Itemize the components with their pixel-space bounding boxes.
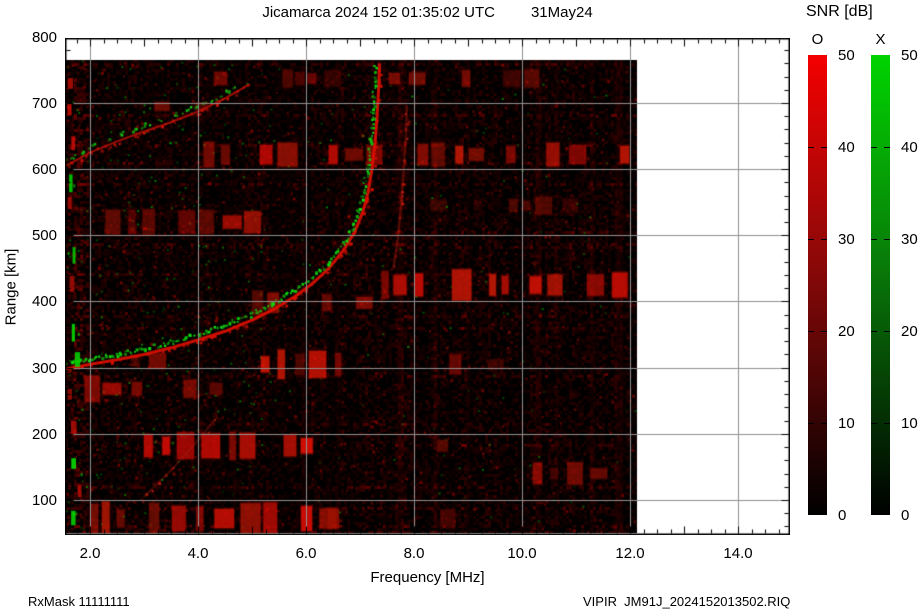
colorbar-tick-label: 10 (901, 415, 918, 432)
x-axis-label: Frequency [MHz] (370, 569, 485, 586)
y-tick-label: 600 (31, 161, 57, 179)
footer-rxmask: RxMask 11111111 (28, 594, 130, 609)
colorbar-tick-label: 30 (901, 231, 918, 248)
colorbar-o-gradient (808, 55, 827, 515)
page-title: Jicamarca 2024 152 01:35:02 UTC 31May24 (65, 4, 790, 21)
footer-file-info: VIPIR JM91J_2024152013502.RIQ (583, 594, 791, 609)
colorbar-tick-label: 40 (838, 139, 855, 156)
y-tick-label: 500 (31, 227, 57, 245)
y-tick-label: 800 (31, 28, 57, 46)
colorbar-tick-dash (808, 422, 814, 424)
colorbar-tick-label: 50 (838, 47, 855, 64)
colorbar-o-mode-label: O (811, 31, 824, 48)
colorbar-tick-dash (871, 422, 877, 424)
title-text: Jicamarca 2024 152 01:35:02 UTC (262, 4, 495, 21)
x-tick-label: 6.0 (295, 545, 317, 562)
y-tick-label: 400 (31, 293, 57, 311)
colorbar-tick-dash (808, 146, 814, 148)
colorbar-tick-dash (871, 146, 877, 148)
x-tick-label: 4.0 (187, 545, 209, 562)
colorbar-tick-dash (821, 238, 827, 240)
colorbar-x-mode-label: X (875, 31, 886, 48)
y-tick-label: 200 (31, 425, 57, 443)
x-tick-label: 8.0 (403, 545, 425, 562)
x-tick-label: 10.0 (507, 545, 537, 562)
colorbar-tick-dash (808, 330, 814, 332)
y-tick-label: 700 (31, 94, 57, 112)
colorbar-tick-label: 50 (901, 47, 918, 64)
colorbar-tick-dash (884, 330, 890, 332)
colorbar-tick-label: 20 (901, 323, 918, 340)
colorbar-tick-label: 10 (838, 415, 855, 432)
ionogram-plot (65, 38, 790, 535)
x-tick-label: 2.0 (79, 545, 101, 562)
colorbar-tick-label: 20 (838, 323, 855, 340)
x-tick-label: 12.0 (615, 545, 645, 562)
colorbar-tick-dash (884, 146, 890, 148)
colorbar-tick-dash (808, 238, 814, 240)
colorbar-tick-label: 0 (901, 507, 910, 524)
colorbar-tick-label: 30 (838, 231, 855, 248)
x-tick-label: 14.0 (723, 545, 753, 562)
colorbar-tick-label: 40 (901, 139, 918, 156)
y-tick-label: 100 (31, 492, 57, 509)
colorbar-tick-label: 0 (838, 507, 847, 524)
colorbar-tick-dash (871, 330, 877, 332)
colorbar-tick-dash (821, 330, 827, 332)
colorbar-tick-dash (871, 238, 877, 240)
colorbar-tick-dash (821, 422, 827, 424)
colorbar-tick-dash (884, 238, 890, 240)
colorbar-tick-dash (821, 146, 827, 148)
colorbar-x-gradient (871, 55, 890, 515)
y-tick-label: 300 (31, 359, 57, 377)
colorbar-title: SNR [dB] (806, 3, 873, 20)
y-axis-label: Range [km] (2, 248, 20, 326)
title-date: 31May24 (530, 4, 593, 21)
colorbar-tick-dash (884, 422, 890, 424)
